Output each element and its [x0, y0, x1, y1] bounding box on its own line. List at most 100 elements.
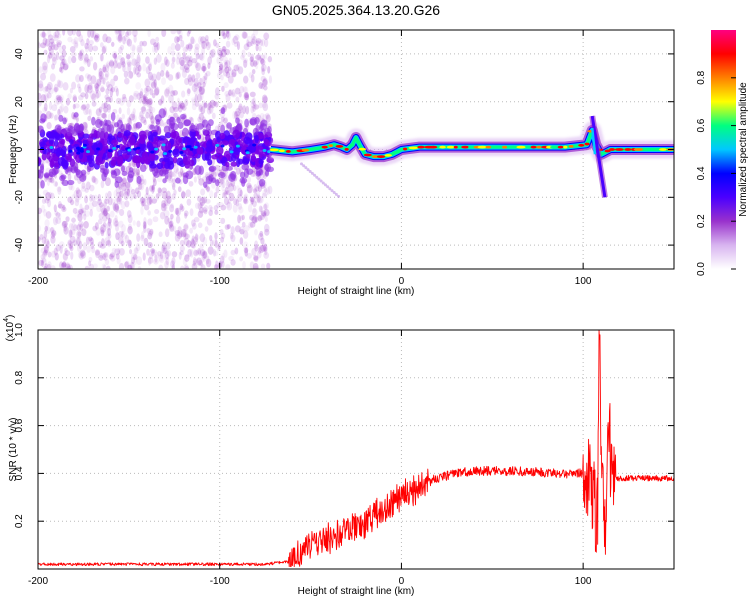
ridge-hotspot: [446, 145, 455, 149]
noise-blob: [210, 48, 216, 58]
noise-blob: [207, 56, 213, 65]
noise-blob: [46, 177, 51, 187]
noise-blob: [62, 30, 66, 36]
noise-blob: [46, 83, 52, 93]
ridge-tail: [321, 181, 325, 185]
noise-blob: [220, 232, 226, 240]
noise-blob: [105, 212, 111, 220]
noise-blob: [83, 58, 88, 65]
noise-blob: [171, 193, 176, 200]
noise-blob: [41, 258, 47, 266]
noise-blob: [194, 46, 200, 56]
noise-blob: [131, 126, 137, 132]
noise-core-blob: [93, 129, 98, 139]
noise-blob: [218, 62, 224, 71]
noise-blob: [140, 106, 146, 112]
noise-blob: [74, 198, 80, 207]
noise-blob: [184, 233, 190, 239]
noise-blob: [89, 184, 95, 192]
noise-blob: [80, 207, 84, 214]
noise-blob: [255, 43, 259, 52]
noise-blob: [198, 104, 203, 113]
noise-blob: [107, 196, 113, 206]
noise-blob: [93, 194, 98, 201]
noise-core-blob: [129, 135, 136, 146]
noise-blob: [75, 189, 82, 199]
ridge-hotspot: [485, 145, 492, 149]
noise-blob: [183, 224, 189, 231]
noise-blob: [224, 90, 230, 97]
noise-core-blob: [163, 138, 169, 145]
noise-blob: [149, 228, 154, 235]
noise-blob: [159, 211, 166, 220]
noise-blob: [189, 227, 193, 234]
noise-blob: [261, 65, 265, 73]
noise-blob: [179, 230, 183, 238]
noise-blob: [75, 236, 82, 245]
noise-blob: [260, 244, 267, 252]
noise-hot-blob: [189, 147, 194, 151]
noise-blob: [50, 265, 56, 269]
noise-blob: [61, 49, 67, 58]
noise-blob: [187, 42, 193, 52]
noise-blob: [100, 42, 104, 48]
noise-blob: [178, 251, 182, 260]
noise-blob: [235, 199, 240, 207]
noise-core-blob: [103, 168, 108, 178]
noise-blob: [191, 263, 198, 269]
noise-blob: [180, 228, 187, 238]
noise-blob: [250, 38, 256, 44]
noise-blob: [184, 254, 190, 262]
noise-core-blob: [228, 173, 236, 182]
noise-blob: [258, 45, 262, 52]
noise-blob: [95, 86, 99, 94]
noise-blob: [234, 34, 240, 41]
noise-blob: [141, 231, 145, 240]
noise-blob: [84, 92, 89, 100]
noise-blob: [239, 226, 245, 235]
noise-blob: [144, 204, 150, 211]
noise-blob: [79, 66, 85, 72]
noise-blob: [222, 46, 226, 52]
noise-blob: [228, 192, 235, 202]
noise-blob: [227, 75, 234, 84]
noise-blob: [178, 171, 183, 178]
noise-blob: [107, 190, 112, 199]
noise-blob: [113, 85, 119, 93]
noise-blob: [263, 252, 270, 259]
noise-blob: [77, 83, 81, 89]
noise-blob: [83, 107, 89, 116]
noise-blob: [151, 198, 158, 204]
noise-blob: [239, 228, 245, 235]
noise-blob: [88, 260, 92, 267]
noise-blob: [100, 87, 105, 93]
noise-blob: [51, 56, 57, 66]
noise-blob: [120, 57, 126, 66]
noise-blob: [177, 226, 182, 232]
noise-blob: [53, 83, 59, 93]
noise-blob: [115, 97, 122, 105]
noise-blob: [153, 251, 160, 260]
noise-core-blob: [43, 172, 50, 178]
noise-blob: [92, 30, 97, 39]
noise-blob: [143, 87, 148, 94]
noise-blob: [104, 198, 110, 205]
noise-blob: [207, 42, 212, 49]
noise-blob: [265, 114, 271, 123]
noise-blob: [182, 51, 186, 60]
noise-blob: [98, 202, 105, 208]
noise-blob: [121, 61, 126, 68]
noise-blob: [136, 44, 142, 54]
noise-blob: [121, 224, 126, 233]
noise-core-blob: [53, 166, 60, 175]
noise-blob: [184, 44, 188, 52]
noise-blob: [219, 64, 225, 74]
noise-blob: [241, 221, 246, 228]
noise-hot-blob: [49, 145, 54, 149]
noise-blob: [246, 184, 253, 194]
noise-blob: [263, 85, 268, 91]
noise-blob: [61, 58, 67, 66]
noise-blob: [243, 198, 249, 205]
ridge-hotspot: [269, 148, 279, 152]
